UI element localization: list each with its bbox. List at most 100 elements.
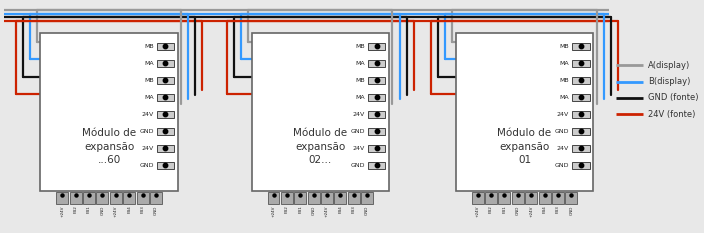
Bar — [361, 192, 373, 204]
Text: +24V: +24V — [325, 206, 329, 217]
Bar — [294, 192, 306, 204]
Bar — [367, 128, 386, 135]
Bar — [321, 192, 333, 204]
Text: GND: GND — [555, 163, 569, 168]
Text: GND: GND — [154, 206, 158, 215]
Bar — [150, 192, 162, 204]
Text: +24V: +24V — [114, 206, 118, 217]
Bar — [157, 111, 175, 118]
Text: GND: GND — [570, 206, 573, 215]
Bar — [572, 77, 590, 84]
Text: GND: GND — [101, 206, 104, 215]
Bar — [572, 128, 590, 135]
Text: 24V (fonte): 24V (fonte) — [648, 110, 696, 119]
Bar — [485, 192, 497, 204]
Bar — [367, 60, 386, 67]
Text: MA: MA — [144, 95, 154, 100]
Text: 24V: 24V — [353, 146, 365, 151]
Bar — [367, 162, 386, 169]
Text: FB4: FB4 — [543, 206, 546, 213]
Text: FB1: FB1 — [503, 206, 506, 213]
Bar — [268, 192, 279, 204]
Bar — [157, 128, 175, 135]
Text: GND: GND — [351, 163, 365, 168]
Text: MA: MA — [356, 61, 365, 66]
Bar — [157, 60, 175, 67]
Bar — [572, 43, 590, 50]
Text: GND: GND — [351, 129, 365, 134]
Bar — [367, 94, 386, 101]
Bar — [70, 192, 82, 204]
Bar — [123, 192, 135, 204]
Bar — [367, 43, 386, 50]
Bar — [456, 33, 593, 191]
Text: +24V: +24V — [529, 206, 533, 217]
Text: FB2: FB2 — [489, 206, 493, 213]
Bar — [367, 77, 386, 84]
Text: +24V: +24V — [61, 206, 64, 217]
Bar — [252, 33, 389, 191]
Text: GND: GND — [516, 206, 520, 215]
Text: MB: MB — [356, 78, 365, 83]
Bar — [539, 192, 551, 204]
Bar — [308, 192, 320, 204]
Text: 24V: 24V — [557, 112, 569, 117]
Bar — [472, 192, 484, 204]
Bar — [512, 192, 524, 204]
Bar — [56, 192, 68, 204]
Text: GND: GND — [139, 129, 154, 134]
Text: GND: GND — [139, 163, 154, 168]
Text: FB3: FB3 — [141, 206, 144, 213]
Text: FB2: FB2 — [74, 206, 77, 213]
Text: FB1: FB1 — [298, 206, 302, 213]
Bar — [157, 94, 175, 101]
Bar — [157, 162, 175, 169]
Bar — [334, 192, 346, 204]
Bar — [572, 60, 590, 67]
Text: A(display): A(display) — [648, 61, 691, 70]
Text: +24V: +24V — [272, 206, 275, 217]
Text: MB: MB — [356, 44, 365, 49]
Text: GND: GND — [312, 206, 315, 215]
Text: Módulo de
expansão
...60: Módulo de expansão ...60 — [82, 128, 136, 165]
Text: GND: GND — [365, 206, 369, 215]
Text: MA: MA — [560, 95, 569, 100]
Text: FB4: FB4 — [127, 206, 131, 213]
Bar — [281, 192, 293, 204]
Bar — [96, 192, 108, 204]
Bar — [348, 192, 360, 204]
Bar — [157, 77, 175, 84]
Bar — [498, 192, 510, 204]
Bar — [572, 94, 590, 101]
Text: MA: MA — [560, 61, 569, 66]
Bar — [552, 192, 564, 204]
Bar — [40, 33, 177, 191]
Text: FB3: FB3 — [352, 206, 356, 213]
Bar — [137, 192, 149, 204]
Text: 24V: 24V — [142, 112, 154, 117]
Bar — [565, 192, 577, 204]
Text: MB: MB — [560, 44, 569, 49]
Text: B(display): B(display) — [648, 77, 691, 86]
Text: FB2: FB2 — [285, 206, 289, 213]
Bar — [572, 111, 590, 118]
Text: GND: GND — [555, 129, 569, 134]
Text: MB: MB — [144, 78, 154, 83]
Text: Módulo de
expansão
02...: Módulo de expansão 02... — [294, 128, 347, 165]
Text: 24V: 24V — [142, 146, 154, 151]
Text: MA: MA — [144, 61, 154, 66]
Text: FB3: FB3 — [556, 206, 560, 213]
Text: Módulo de
expansão
01: Módulo de expansão 01 — [498, 128, 551, 165]
Bar — [83, 192, 95, 204]
Text: MB: MB — [560, 78, 569, 83]
Bar — [367, 111, 386, 118]
Bar — [157, 43, 175, 50]
Bar — [157, 145, 175, 152]
Text: 24V: 24V — [353, 112, 365, 117]
Text: FB4: FB4 — [339, 206, 342, 213]
Text: MB: MB — [144, 44, 154, 49]
Text: MA: MA — [356, 95, 365, 100]
Bar — [110, 192, 122, 204]
Text: +24V: +24V — [476, 206, 479, 217]
Text: GND (fonte): GND (fonte) — [648, 93, 699, 102]
